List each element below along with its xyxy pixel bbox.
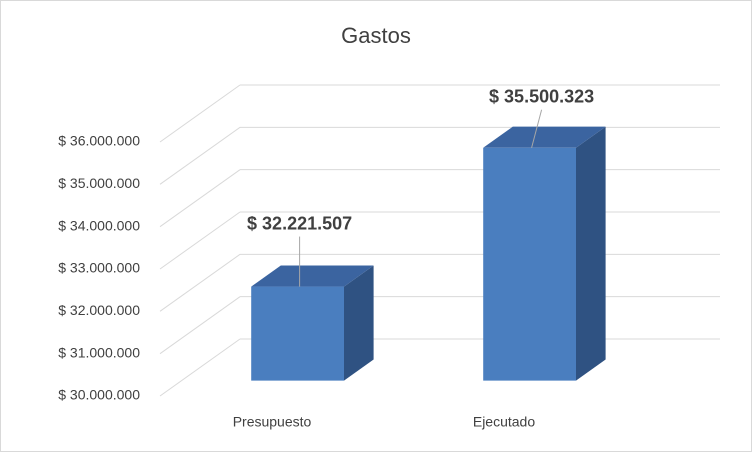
bar [251,286,344,381]
grid-line [159,211,241,270]
chart-title: Gastos [341,23,411,48]
data-label: $ 32.221.507 [247,213,352,233]
leader-line [531,109,543,148]
bar-side [344,265,374,381]
data-label: $ 35.500.323 [489,87,594,107]
y-tick-label: $ 31.000.000 [58,344,140,360]
grid-line [159,338,241,397]
grid-line [159,253,241,312]
bar-side [576,126,606,381]
bar-top [483,126,606,148]
grid-line [159,296,241,355]
grid-line [159,84,241,143]
y-tick-label: $ 34.000.000 [58,217,140,233]
x-tick-label: Presupuesto [233,414,312,430]
grid-line [159,169,241,228]
y-tick-label: $ 36.000.000 [58,133,140,149]
y-tick-label: $ 33.000.000 [58,260,140,276]
y-tick-label: $ 32.000.000 [58,302,140,318]
bar-top [251,265,374,287]
x-tick-label: Ejecutado [473,414,535,430]
bar [483,147,576,381]
grid-line [159,126,241,185]
y-tick-label: $ 35.000.000 [58,175,140,191]
y-tick-label: $ 30.000.000 [58,387,140,403]
